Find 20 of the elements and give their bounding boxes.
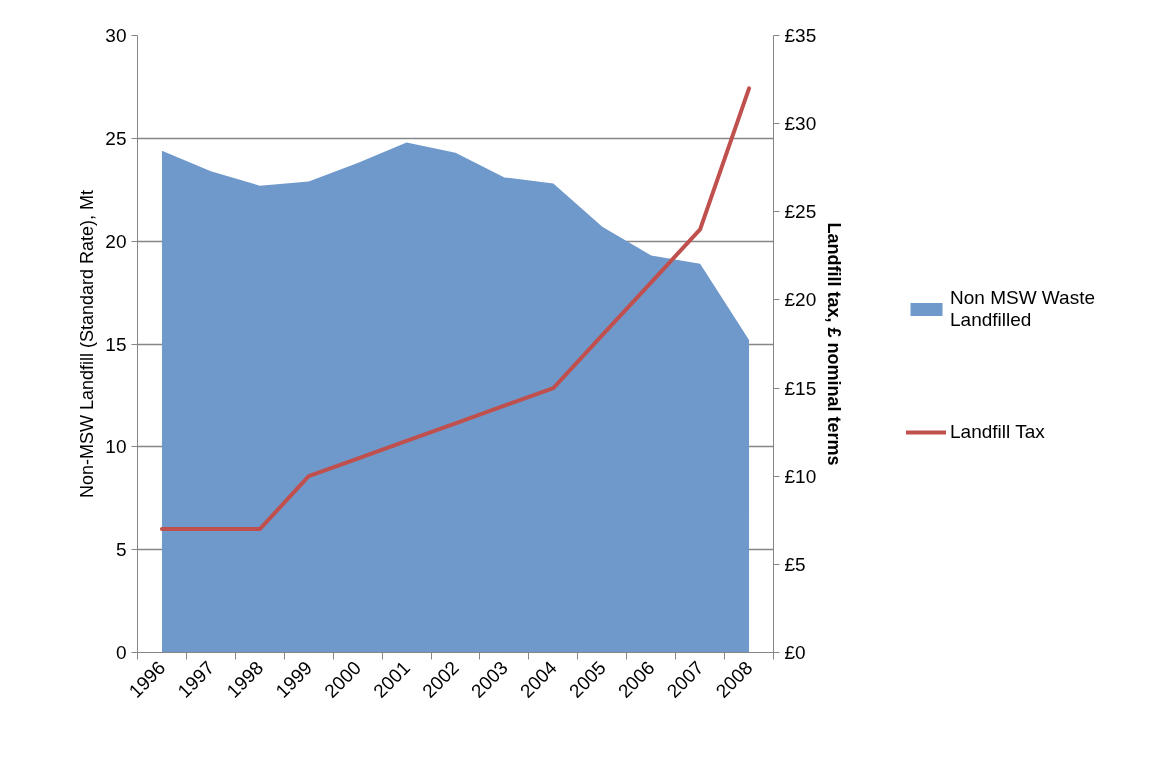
y2-axis-title: Landfill tax, £ nominal terms: [824, 222, 845, 466]
y-tick-label: 10: [105, 436, 127, 458]
y2-tick-label: £10: [784, 465, 817, 487]
y2-tick-label: £35: [784, 25, 817, 46]
y-tick-label: 0: [115, 642, 127, 663]
y2-tick-label: £5: [784, 553, 806, 575]
legend-label: Landfill Tax: [950, 421, 1045, 443]
y-tick-label: 15: [105, 333, 127, 355]
y-tick-label: 5: [115, 539, 127, 561]
legend-label: Non MSW Waste Landfilled: [950, 287, 1095, 331]
y-tick-label: 30: [105, 25, 127, 46]
y-tick-label: 25: [105, 127, 127, 149]
y2-tick-label: £20: [784, 289, 817, 311]
y-tick-label: 20: [105, 230, 127, 252]
y2-tick-label: £0: [784, 642, 806, 663]
y-axis-title: Non-MSW Landfill (Standard Rate), Mt: [77, 189, 98, 499]
y2-tick-label: £30: [784, 113, 817, 135]
y2-tick-label: £25: [784, 201, 817, 223]
line-series: [159, 86, 752, 532]
y2-tick-label: £15: [784, 377, 817, 399]
